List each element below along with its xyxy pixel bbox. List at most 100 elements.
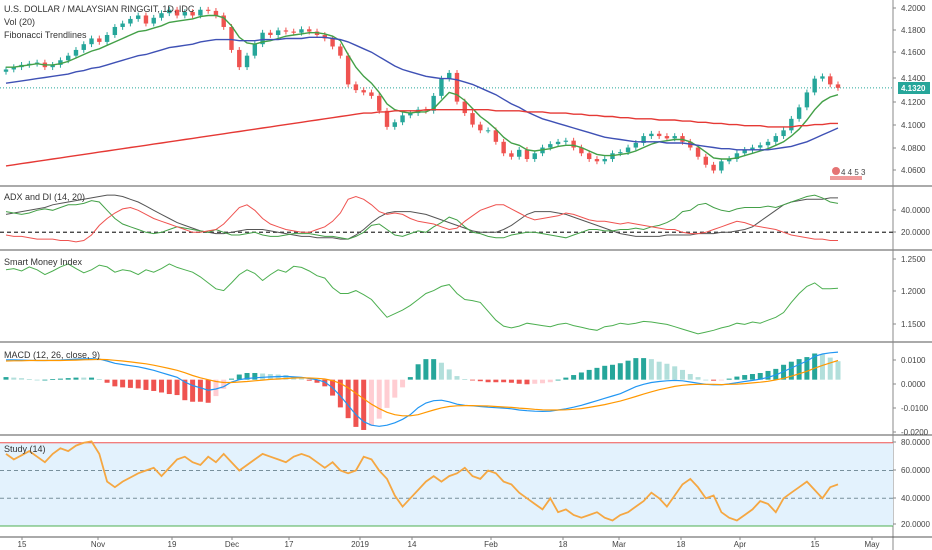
candle[interactable] (361, 87, 366, 96)
candle[interactable] (828, 73, 833, 88)
candle[interactable] (509, 150, 514, 160)
candle[interactable] (742, 146, 747, 157)
candle[interactable] (353, 81, 359, 93)
candle[interactable] (478, 121, 483, 134)
candle[interactable] (773, 133, 778, 145)
macd-pane-title[interactable]: MACD (12, 26, close, 9) (4, 350, 100, 360)
candle[interactable] (58, 57, 63, 68)
candle[interactable] (97, 35, 102, 45)
candle[interactable] (408, 110, 413, 119)
candle[interactable] (120, 20, 125, 30)
candle[interactable] (112, 24, 118, 38)
candle[interactable] (73, 47, 79, 59)
study-pane-title[interactable]: Study (14) (4, 444, 46, 454)
candle[interactable] (641, 133, 646, 146)
candle[interactable] (237, 47, 242, 71)
candle[interactable] (260, 29, 265, 48)
candle[interactable] (454, 70, 460, 105)
candle-body (586, 153, 592, 160)
candle[interactable] (159, 10, 164, 21)
candle[interactable] (726, 156, 732, 165)
candle[interactable] (571, 137, 576, 151)
candle[interactable] (439, 75, 444, 99)
candle-body (260, 32, 265, 45)
macd-histogram-bar (104, 379, 110, 383)
candle[interactable] (470, 110, 475, 128)
candle[interactable] (128, 16, 133, 27)
candle[interactable] (377, 93, 382, 114)
candle[interactable] (143, 12, 149, 27)
candle[interactable] (167, 6, 172, 17)
candle[interactable] (3, 66, 9, 75)
time-scale[interactable]: 15 Nov 19 Dec 17 2019 14 Feb 18 Mar 18 Apr 15 May (0, 536, 932, 549)
candle[interactable] (369, 89, 374, 99)
macd-histogram-bar (695, 377, 701, 380)
candle[interactable] (758, 142, 763, 151)
macd-histogram-bar (368, 379, 374, 426)
volume-indicator-label[interactable]: Vol (20) (4, 17, 35, 27)
candle[interactable] (338, 43, 343, 59)
candle[interactable] (221, 12, 226, 30)
macd-histogram-bar (57, 378, 63, 380)
candle[interactable] (586, 150, 592, 162)
candle[interactable] (649, 130, 654, 139)
event-flag-icon[interactable] (832, 167, 840, 175)
candle[interactable] (579, 144, 584, 157)
candle[interactable] (516, 146, 522, 160)
candle[interactable] (734, 150, 740, 162)
candle[interactable] (664, 133, 670, 142)
candle[interactable] (244, 52, 250, 71)
candle[interactable] (81, 41, 86, 53)
candle[interactable] (104, 32, 110, 45)
candle[interactable] (229, 24, 234, 53)
candle[interactable] (431, 93, 436, 114)
candle[interactable] (275, 27, 281, 38)
candle[interactable] (804, 89, 810, 111)
candle[interactable] (501, 138, 506, 157)
candle[interactable] (151, 14, 156, 27)
candle[interactable] (765, 138, 771, 149)
candle[interactable] (711, 161, 716, 174)
candle[interactable] (213, 8, 219, 19)
candle[interactable] (719, 158, 724, 174)
candle[interactable] (345, 52, 351, 88)
candle[interactable] (174, 6, 180, 19)
candle[interactable] (555, 138, 561, 147)
candle[interactable] (283, 27, 289, 35)
candle[interactable] (812, 75, 817, 96)
adx-pane-title[interactable]: ADX and DI (14, 20) (4, 192, 85, 202)
macd-histogram-bar (610, 364, 616, 380)
candle[interactable] (268, 29, 273, 38)
candle[interactable] (50, 61, 55, 71)
candle[interactable] (190, 9, 195, 19)
candle[interactable] (485, 127, 491, 134)
price-scale[interactable]: 4.2000 4.1800 4.1600 4.1400 4.1200 4.1000 4.08… (893, 4, 930, 529)
candle[interactable] (703, 153, 709, 168)
candle[interactable] (462, 98, 467, 116)
candle[interactable] (493, 127, 499, 145)
candle[interactable] (532, 150, 537, 162)
candle[interactable] (392, 119, 397, 130)
candle[interactable] (135, 12, 141, 22)
candle[interactable] (796, 104, 802, 122)
candle[interactable] (11, 64, 16, 73)
candle[interactable] (750, 144, 755, 153)
events-badge[interactable]: 4 4 5 3 (830, 167, 866, 180)
candle-body (462, 101, 467, 114)
candle[interactable] (205, 6, 211, 14)
candle[interactable] (447, 70, 452, 82)
candle[interactable] (835, 81, 841, 91)
candle[interactable] (656, 130, 662, 139)
candle[interactable] (594, 156, 600, 165)
candle[interactable] (820, 73, 825, 82)
candle[interactable] (89, 35, 94, 48)
candle[interactable] (400, 112, 405, 126)
smi-pane-title[interactable]: Smart Money Index (4, 257, 83, 267)
candle[interactable] (563, 137, 569, 145)
candle[interactable] (789, 115, 794, 134)
candle[interactable] (602, 156, 607, 165)
candle[interactable] (182, 9, 188, 19)
candle[interactable] (781, 127, 786, 139)
fib-trendlines-label[interactable]: Fibonacci Trendlines (4, 30, 87, 40)
